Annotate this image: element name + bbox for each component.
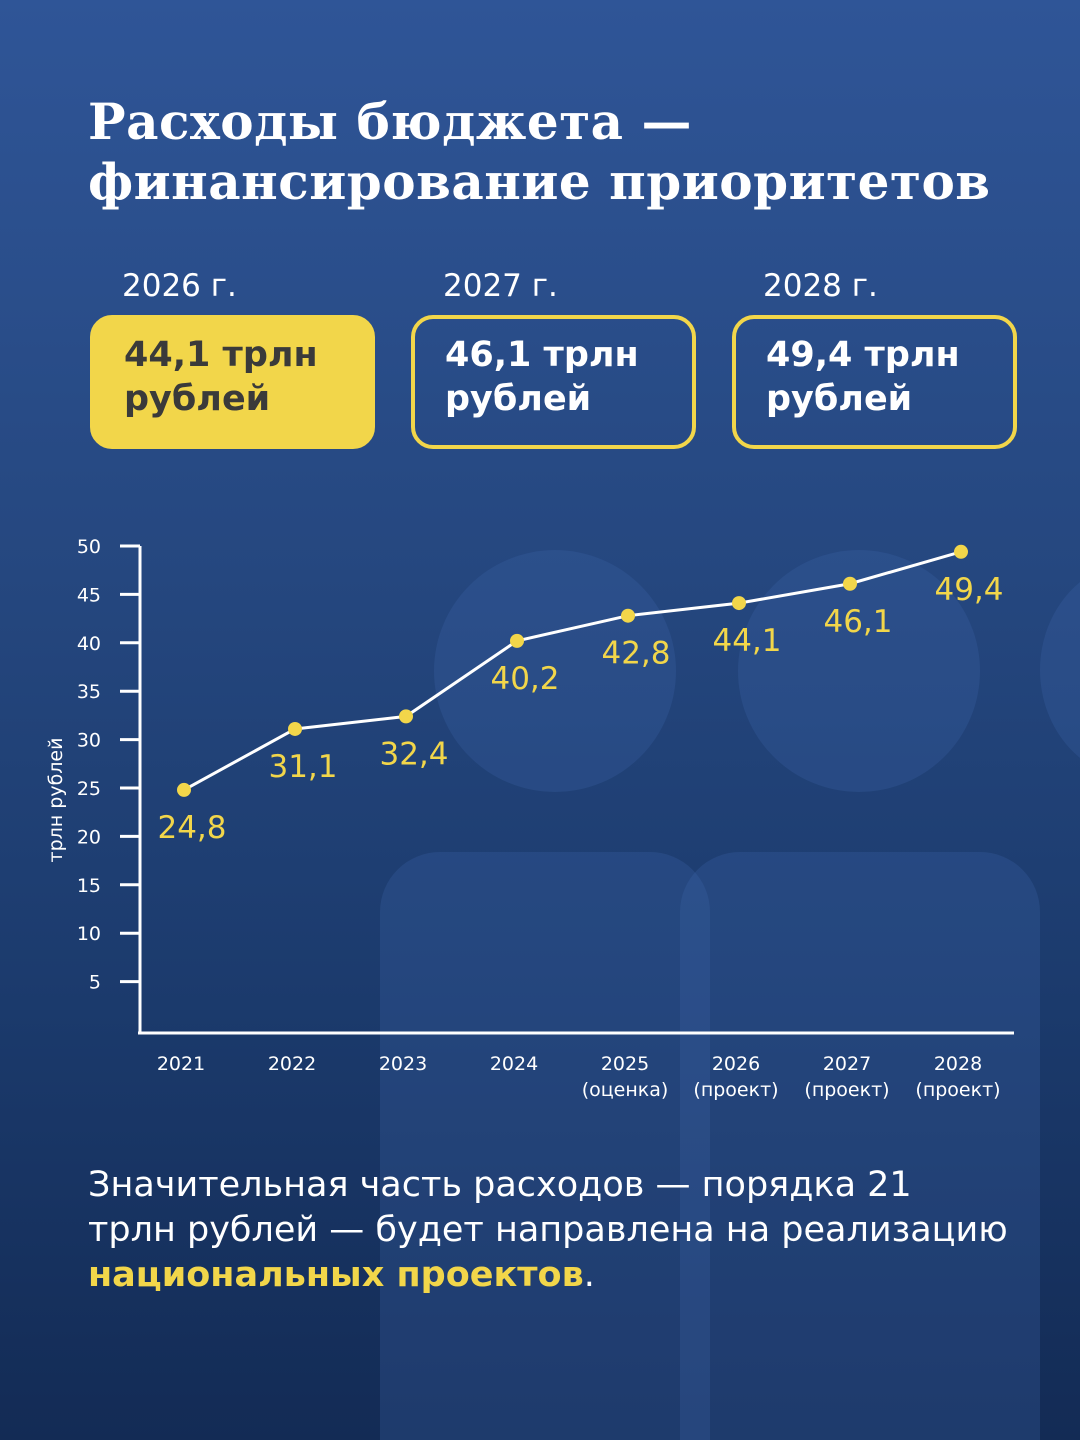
data-label: 40,2 — [490, 661, 559, 697]
x-tick-label: 2025 — [601, 1053, 649, 1075]
data-label: 24,8 — [157, 810, 226, 846]
footer-text-end: . — [583, 1255, 595, 1295]
x-tick-sublabel: (проект) — [804, 1079, 889, 1101]
data-point — [510, 633, 524, 648]
y-tick-label: 50 — [77, 536, 101, 558]
x-tick-label: 2022 — [268, 1053, 316, 1075]
y-tick-label: 10 — [77, 923, 101, 945]
footer-highlight: национальных проектов — [88, 1255, 584, 1295]
title-line: Расходы бюджета — — [88, 92, 692, 151]
card-year: 2027 г. — [443, 268, 558, 304]
x-tick-label: 2027 — [823, 1053, 871, 1075]
budget-card-2028: 49,4 трлн рублей — [732, 315, 1017, 449]
card-value: 44,1 трлн — [124, 335, 318, 375]
y-tick-label: 45 — [77, 584, 101, 606]
x-tick-sublabel: (проект) — [693, 1079, 778, 1101]
silhouette-head — [738, 550, 980, 792]
y-tick-label: 40 — [77, 633, 101, 655]
footer-text-main: Значительная часть расходов — порядка 21… — [88, 1165, 1008, 1250]
series-line — [183, 550, 962, 792]
x-tick-label: 2024 — [490, 1053, 538, 1075]
x-tick-sublabel: (проект) — [915, 1079, 1000, 1101]
data-point — [954, 544, 968, 559]
card-unit: рублей — [445, 379, 592, 419]
card-unit: рублей — [766, 379, 913, 419]
silhouette-body — [380, 852, 710, 1440]
card-value: 46,1 трлн — [445, 335, 639, 375]
x-tick-label: 2023 — [379, 1053, 427, 1075]
footer-text: Значительная часть расходов — порядка 21… — [88, 1163, 1008, 1298]
data-label: 42,8 — [601, 636, 670, 672]
y-tick-label: 30 — [77, 730, 101, 752]
x-tick-label: 2021 — [157, 1053, 205, 1075]
y-tick-label: 5 — [89, 972, 101, 994]
data-point — [732, 596, 746, 611]
data-point — [621, 608, 635, 623]
silhouette-body — [680, 852, 1040, 1440]
data-point — [177, 782, 191, 797]
data-label: 44,1 — [712, 623, 781, 659]
x-tick-label: 2028 — [934, 1053, 982, 1075]
card-year: 2026 г. — [122, 268, 237, 304]
card-unit: рублей — [124, 379, 271, 419]
y-axis-label: трлн рублей — [45, 738, 67, 863]
data-point — [843, 576, 857, 591]
data-label: 31,1 — [268, 749, 337, 785]
budget-card-2027: 46,1 трлн рублей — [411, 315, 696, 449]
budget-card-2026: 44,1 трлн рублей — [90, 315, 375, 449]
data-label: 46,1 — [823, 604, 892, 640]
card-year: 2028 г. — [763, 268, 878, 304]
x-tick-sublabel: (оценка) — [582, 1079, 669, 1101]
data-point — [288, 721, 302, 736]
y-tick-label: 20 — [77, 826, 101, 848]
y-tick-label: 35 — [77, 681, 101, 703]
page-title: Расходы бюджета — финансирование приорите… — [88, 92, 991, 212]
title-line: финансирование приоритетов — [88, 152, 991, 211]
y-tick-label: 15 — [77, 875, 101, 897]
data-point — [399, 709, 413, 724]
y-tick-label: 25 — [77, 778, 101, 800]
x-tick-label: 2026 — [712, 1053, 760, 1075]
card-value: 49,4 трлн — [766, 335, 960, 375]
data-label: 49,4 — [934, 572, 1003, 608]
data-label: 32,4 — [379, 736, 448, 772]
